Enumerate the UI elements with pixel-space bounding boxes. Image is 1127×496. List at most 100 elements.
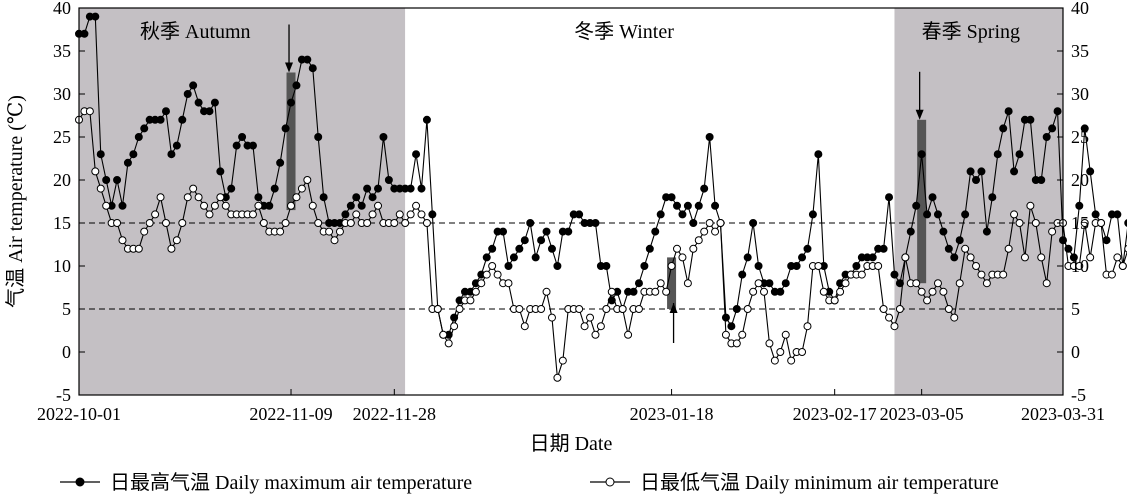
min-point-66	[433, 305, 442, 313]
max-point-113	[689, 219, 698, 227]
min-point-34	[259, 219, 268, 227]
max-point-156	[923, 210, 932, 219]
min-point-147	[874, 262, 883, 270]
max-point-16	[161, 107, 170, 116]
min-point-3	[91, 167, 100, 176]
max-point-163	[961, 210, 970, 219]
min-point-136	[814, 262, 823, 270]
max-point-143	[852, 262, 861, 270]
min-point-127	[765, 339, 774, 348]
max-point-136	[814, 150, 823, 159]
transition-bar-2	[917, 119, 927, 284]
max-point-3	[91, 12, 100, 21]
min-point-41	[297, 184, 306, 193]
min-point-178	[1042, 279, 1051, 288]
max-point-133	[798, 253, 807, 262]
min-point-82	[520, 322, 529, 331]
min-point-50	[346, 219, 355, 227]
max-point-62	[412, 150, 421, 159]
min-point-129	[776, 348, 785, 356]
max-point-183	[1069, 253, 1078, 262]
min-point-134	[803, 322, 812, 331]
min-point-8	[118, 236, 127, 245]
max-point-32	[248, 141, 257, 150]
season-label-1: 冬季 Winter	[574, 20, 674, 43]
y-tick-label-left-15: 15	[53, 213, 71, 233]
min-point-69	[450, 322, 459, 331]
max-point-95	[591, 219, 600, 227]
max-point-49	[341, 210, 350, 219]
max-point-19	[178, 115, 187, 124]
max-point-124	[749, 219, 758, 227]
min-point-87	[547, 313, 556, 322]
min-point-21	[189, 184, 198, 193]
min-point-48	[335, 227, 344, 236]
min-point-125	[754, 279, 763, 288]
min-point-67	[439, 330, 448, 339]
max-point-185	[1080, 124, 1089, 133]
min-point-148	[879, 305, 888, 313]
max-point-5	[102, 176, 111, 184]
max-point-123	[743, 253, 752, 262]
min-point-81	[515, 305, 524, 313]
max-point-30	[238, 133, 247, 141]
max-point-171	[1004, 107, 1013, 116]
min-point-88	[553, 373, 562, 382]
min-point-126	[759, 287, 768, 296]
max-point-122	[738, 270, 747, 279]
min-point-190	[1107, 270, 1116, 279]
min-point-94	[586, 313, 595, 322]
max-point-9	[123, 158, 132, 167]
max-point-149	[885, 193, 894, 202]
max-point-110	[673, 201, 682, 210]
max-point-114	[694, 201, 703, 210]
max-point-177	[1037, 176, 1046, 184]
min-point-79	[504, 279, 513, 288]
max-point-54	[368, 193, 377, 202]
axes: -5 -5 0 0 5 5 10 10 15 15 20 20 25 25 30 30 35 35 40 40 2022…	[4, 0, 1105, 455]
transition-bar-1	[667, 257, 677, 309]
min-point-109	[667, 262, 676, 270]
min-point-20	[183, 193, 192, 202]
series-max	[75, 12, 1127, 339]
min-point-141	[841, 279, 850, 288]
max-point-61	[406, 184, 415, 193]
y-tick-label-left-5: 5	[62, 299, 71, 319]
max-point-103	[634, 279, 643, 288]
min-point-122	[738, 330, 747, 339]
min-point-61	[406, 210, 415, 219]
min-point-163	[961, 244, 970, 253]
min-point-55	[374, 201, 383, 210]
min-point-27	[221, 201, 230, 210]
min-point-26	[216, 193, 225, 202]
min-point-77	[493, 270, 502, 279]
max-point-42	[303, 55, 312, 64]
max-point-158	[933, 210, 942, 219]
min-point-166	[977, 270, 986, 279]
max-point-81	[515, 244, 524, 253]
min-point-108	[662, 287, 671, 296]
x-axis-label: 日期 Date	[530, 433, 613, 455]
max-point-112	[683, 201, 692, 210]
max-point-172	[1010, 167, 1019, 176]
min-point-58	[390, 219, 399, 227]
max-point-111	[678, 210, 687, 219]
max-point-92	[575, 210, 584, 219]
max-point-107	[656, 210, 665, 219]
min-point-172	[1010, 210, 1019, 219]
max-point-22	[194, 98, 203, 107]
min-point-5	[102, 201, 111, 210]
series-min	[75, 107, 1127, 382]
max-point-184	[1075, 201, 1084, 210]
max-point-90	[564, 227, 573, 236]
min-point-149	[885, 313, 894, 322]
y-tick-label-left-10: 10	[53, 256, 71, 276]
min-point-32	[248, 210, 257, 219]
max-point-109	[667, 193, 676, 202]
min-point-42	[303, 176, 312, 184]
transition-bar-0	[286, 72, 296, 211]
min-point-140	[836, 287, 845, 296]
max-point-4	[96, 150, 105, 159]
transition-arrow-head-1	[669, 303, 678, 313]
